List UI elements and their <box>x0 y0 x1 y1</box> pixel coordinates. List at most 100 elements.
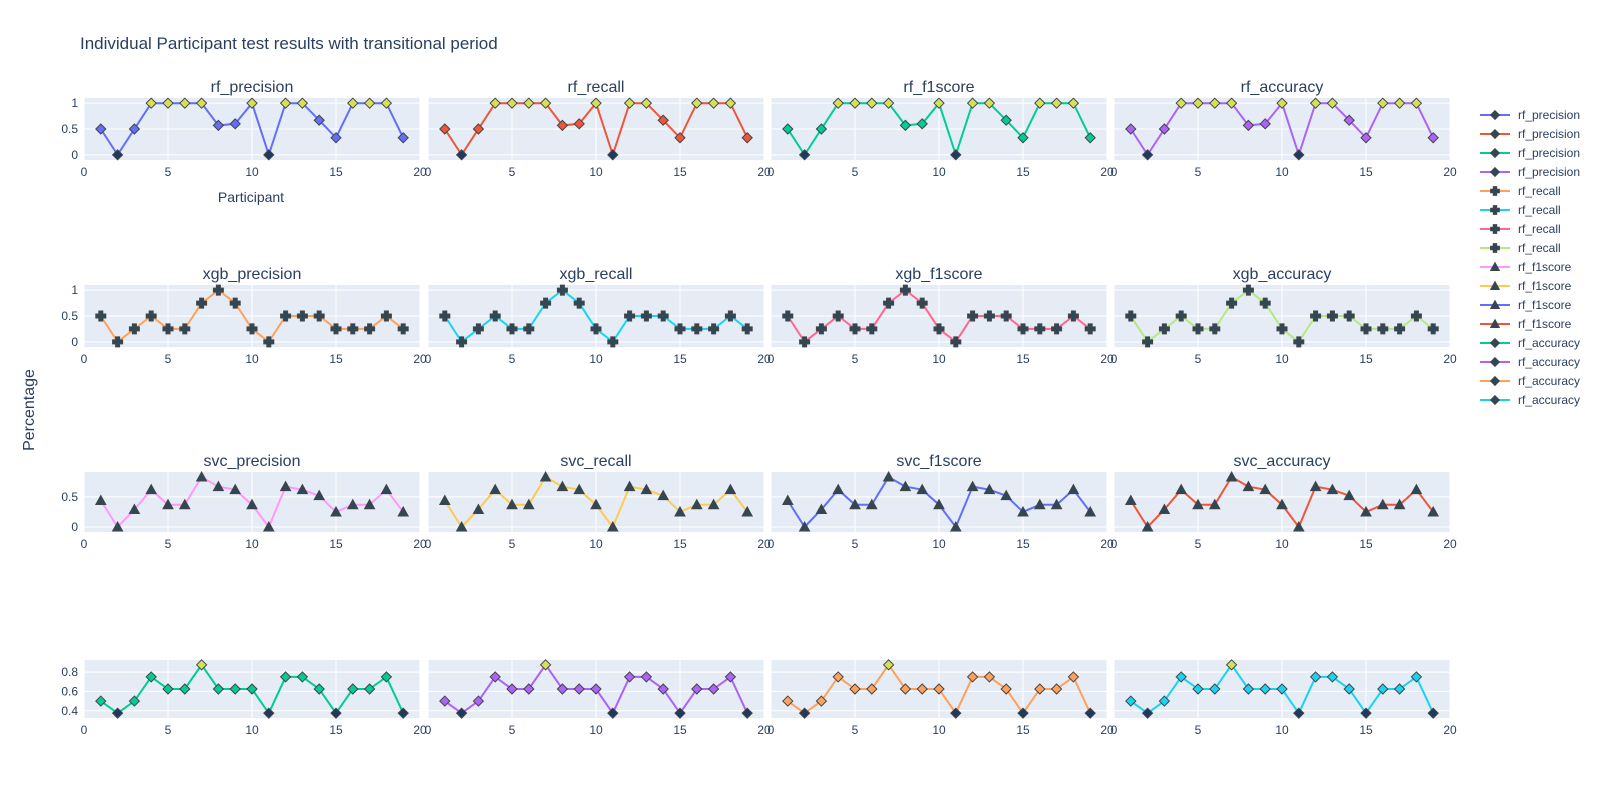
data-point <box>279 671 292 683</box>
x-tick-label: 5 <box>165 165 172 179</box>
legend-item[interactable]: rf_f1score <box>1480 298 1572 312</box>
x-tick-label: 20 <box>413 352 427 366</box>
data-point <box>489 310 501 322</box>
data-point <box>1360 707 1372 719</box>
legend-label: rf_f1score <box>1518 279 1572 293</box>
data-point <box>313 683 325 695</box>
data-point <box>1000 114 1012 126</box>
data-point <box>522 498 535 510</box>
data-point <box>899 119 912 132</box>
subplot-svc_recall: 0 5 10 15 20 svc_recall <box>425 453 771 551</box>
legend-label: rf_precision <box>1518 127 1580 141</box>
data-point <box>607 336 619 348</box>
data-point <box>882 659 895 671</box>
data-point <box>782 123 794 135</box>
legend-label: rf_f1score <box>1518 317 1572 331</box>
data-point <box>179 323 191 335</box>
data-point <box>691 97 703 109</box>
data-point <box>196 297 208 309</box>
data-point <box>212 284 224 296</box>
legend-marker <box>1489 318 1501 328</box>
data-point <box>1192 683 1204 695</box>
x-tick-label: 10 <box>589 723 603 737</box>
data-point <box>1125 123 1137 135</box>
legend-marker <box>1489 337 1501 349</box>
legend-item[interactable]: rf_precision <box>1480 127 1580 141</box>
data-point <box>380 671 393 683</box>
data-point <box>111 149 124 161</box>
subplot-rf_accuracy: 0 5 10 15 20 rf_accuracy <box>1111 79 1457 179</box>
data-point <box>1293 707 1305 719</box>
data-point <box>1310 310 1322 322</box>
data-point <box>1427 132 1439 144</box>
data-point <box>1242 284 1254 296</box>
legend-label: rf_f1score <box>1518 298 1572 312</box>
data-point <box>950 707 962 719</box>
data-point <box>799 336 811 348</box>
x-tick-label: 10 <box>245 537 259 551</box>
legend-item[interactable]: rf_recall <box>1480 203 1561 217</box>
data-point <box>1034 323 1046 335</box>
legend-label: rf_accuracy <box>1518 355 1580 369</box>
legend-item[interactable]: rf_f1score <box>1480 260 1572 274</box>
x-tick-label: 5 <box>852 352 859 366</box>
data-point <box>195 470 208 482</box>
data-point <box>798 149 811 161</box>
data-point <box>1050 97 1063 109</box>
data-point <box>145 97 157 109</box>
legend[interactable]: rf_precision rf_precision rf_precision rf_p… <box>1480 108 1580 407</box>
x-tick-label: 10 <box>245 165 259 179</box>
data-point <box>472 323 484 335</box>
data-point <box>781 494 794 505</box>
legend-item[interactable]: rf_recall <box>1480 184 1561 198</box>
data-point <box>573 118 585 130</box>
x-tick-label: 0 <box>425 165 432 179</box>
legend-item[interactable]: rf_f1score <box>1480 317 1572 331</box>
subplot-svc_accuracy: 0 5 10 15 20 svc_accuracy <box>1111 453 1457 551</box>
data-point <box>1084 323 1096 335</box>
subplot-title: xgb_f1score <box>895 266 982 283</box>
legend-item[interactable]: rf_accuracy <box>1480 336 1580 350</box>
x-tick-label: 20 <box>1100 723 1114 737</box>
data-point <box>439 310 451 322</box>
data-point <box>162 683 174 695</box>
x-tick-label: 15 <box>329 537 343 551</box>
data-point <box>573 297 585 309</box>
data-point <box>949 520 962 532</box>
data-point <box>1034 97 1046 109</box>
legend-item[interactable]: rf_precision <box>1480 108 1580 122</box>
legend-item[interactable]: rf_precision <box>1480 146 1580 160</box>
data-point <box>229 297 241 309</box>
data-point <box>506 683 518 695</box>
data-point <box>1360 505 1372 517</box>
data-point <box>128 695 141 707</box>
data-point <box>212 480 225 492</box>
data-point <box>623 480 636 492</box>
data-point <box>1276 683 1288 695</box>
legend-item[interactable]: rf_recall <box>1480 222 1561 236</box>
x-tick-label: 0 <box>425 537 432 551</box>
data-point <box>1084 707 1096 719</box>
data-point <box>899 284 911 296</box>
data-point <box>1125 695 1137 707</box>
subplot-rf_f1score: 0 5 10 15 20 rf_f1score <box>768 79 1114 179</box>
x-tick-label: 20 <box>1100 352 1114 366</box>
legend-item[interactable]: rf_accuracy <box>1480 374 1580 388</box>
y-tick-label: 1 <box>71 96 78 110</box>
data-point <box>741 323 753 335</box>
legend-item[interactable]: rf_precision <box>1480 165 1580 179</box>
legend-item[interactable]: rf_f1score <box>1480 279 1572 293</box>
y-tick-label: 0.5 <box>61 490 78 504</box>
legend-item[interactable]: rf_recall <box>1480 241 1561 255</box>
data-point <box>1393 683 1406 695</box>
x-tick-label: 0 <box>81 352 88 366</box>
data-point <box>1125 310 1137 322</box>
legend-item[interactable]: rf_accuracy <box>1480 355 1580 369</box>
legend-item[interactable]: rf_accuracy <box>1480 393 1580 407</box>
x-tick-label: 0 <box>81 537 88 551</box>
subplot-title: xgb_accuracy <box>1233 266 1332 283</box>
x-tick-label: 5 <box>165 723 172 737</box>
x-tick-label: 0 <box>81 723 88 737</box>
data-point <box>280 310 292 322</box>
x-tick-label: 15 <box>673 537 687 551</box>
